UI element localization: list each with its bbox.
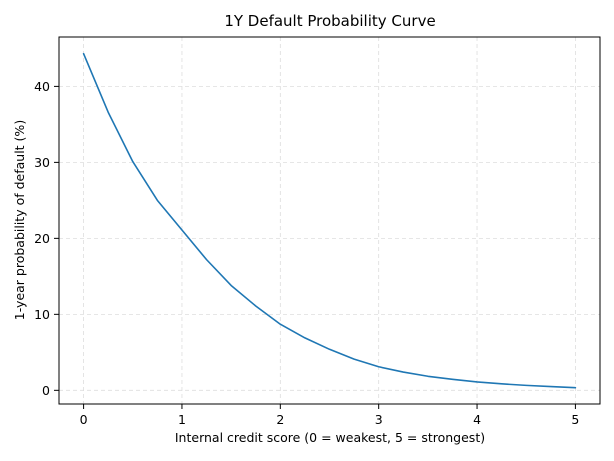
x-tick-label: 3: [375, 412, 383, 427]
x-tick-label: 0: [80, 412, 88, 427]
x-tick-label: 5: [571, 412, 579, 427]
x-axis-label: Internal credit score (0 = weakest, 5 = …: [175, 430, 485, 445]
y-tick-label: 0: [42, 383, 50, 398]
grid-layer: [59, 37, 600, 404]
line-layer: [82, 52, 577, 389]
plot-frame: [58, 36, 601, 405]
y-tick-label: 40: [34, 79, 50, 94]
x-tick-label: 1: [178, 412, 186, 427]
y-tick-label: 20: [34, 231, 50, 246]
y-tick-label: 30: [34, 155, 50, 170]
chart-title: 1Y Default Probability Curve: [224, 12, 435, 30]
tick-layer: 0 1 2 3 4 5 0 10 20 30 40: [34, 79, 579, 427]
y-axis-label: 1-year probability of default (%): [12, 120, 27, 320]
y-tick-label: 10: [34, 307, 50, 322]
series-line: [82, 52, 577, 389]
x-tick-label: 2: [276, 412, 284, 427]
x-tick-label: 4: [473, 412, 481, 427]
